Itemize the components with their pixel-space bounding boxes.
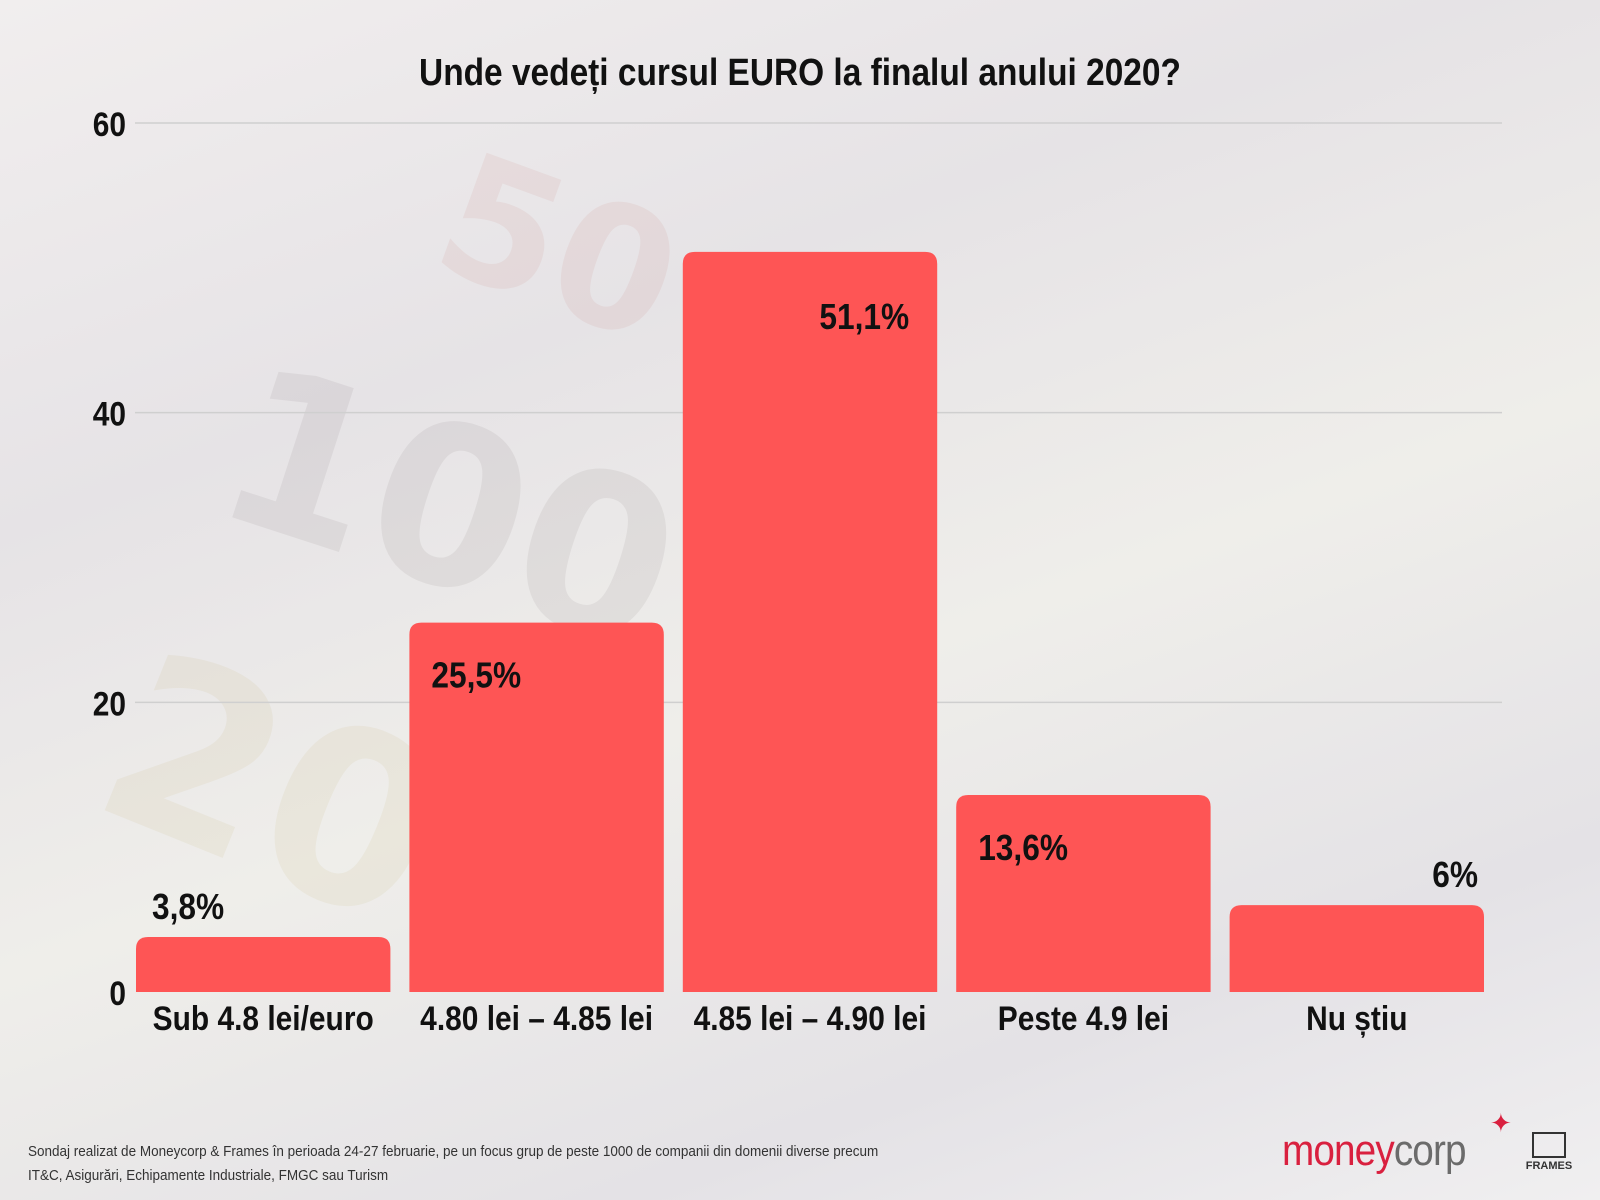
- footer-note: Sondaj realizat de Moneycorp & Frames în…: [28, 1140, 878, 1188]
- bar: [1229, 905, 1484, 992]
- bar: [409, 622, 664, 992]
- x-tick-label: 4.85 lei – 4.90 lei: [694, 999, 927, 1037]
- data-label: 3,8%: [152, 887, 224, 927]
- x-tick-label: Nu știu: [1306, 999, 1407, 1037]
- data-label: 6%: [1432, 855, 1478, 895]
- footer-line-2: IT&C, Asigurări, Echipamente Industriale…: [28, 1167, 389, 1184]
- y-tick-label: 0: [109, 974, 126, 1012]
- x-tick-label: 4.80 lei – 4.85 lei: [420, 999, 653, 1037]
- footer-line-1: Sondaj realizat de Moneycorp & Frames în…: [28, 1143, 879, 1160]
- frames-logo: FRAMES: [1524, 1132, 1574, 1172]
- y-tick-label: 20: [93, 685, 126, 723]
- bar: [682, 251, 938, 992]
- y-tick-label: 40: [93, 395, 126, 433]
- chart-title: Unde vedeți cursul EURO la finalul anulu…: [419, 52, 1181, 94]
- bar: [136, 936, 391, 992]
- frames-icon: [1532, 1132, 1566, 1158]
- y-tick-label: 60: [93, 105, 126, 143]
- moneycorp-star-icon: ✦: [1490, 1108, 1512, 1138]
- x-tick-label: Peste 4.9 lei: [998, 999, 1169, 1037]
- data-label: 13,6%: [978, 828, 1068, 868]
- bar: [956, 795, 1211, 992]
- moneycorp-logo: moneycorp: [1282, 1126, 1467, 1175]
- data-label: 51,1%: [819, 297, 909, 337]
- x-tick-label: Sub 4.8 lei/euro: [153, 999, 374, 1037]
- data-label: 25,5%: [431, 656, 521, 696]
